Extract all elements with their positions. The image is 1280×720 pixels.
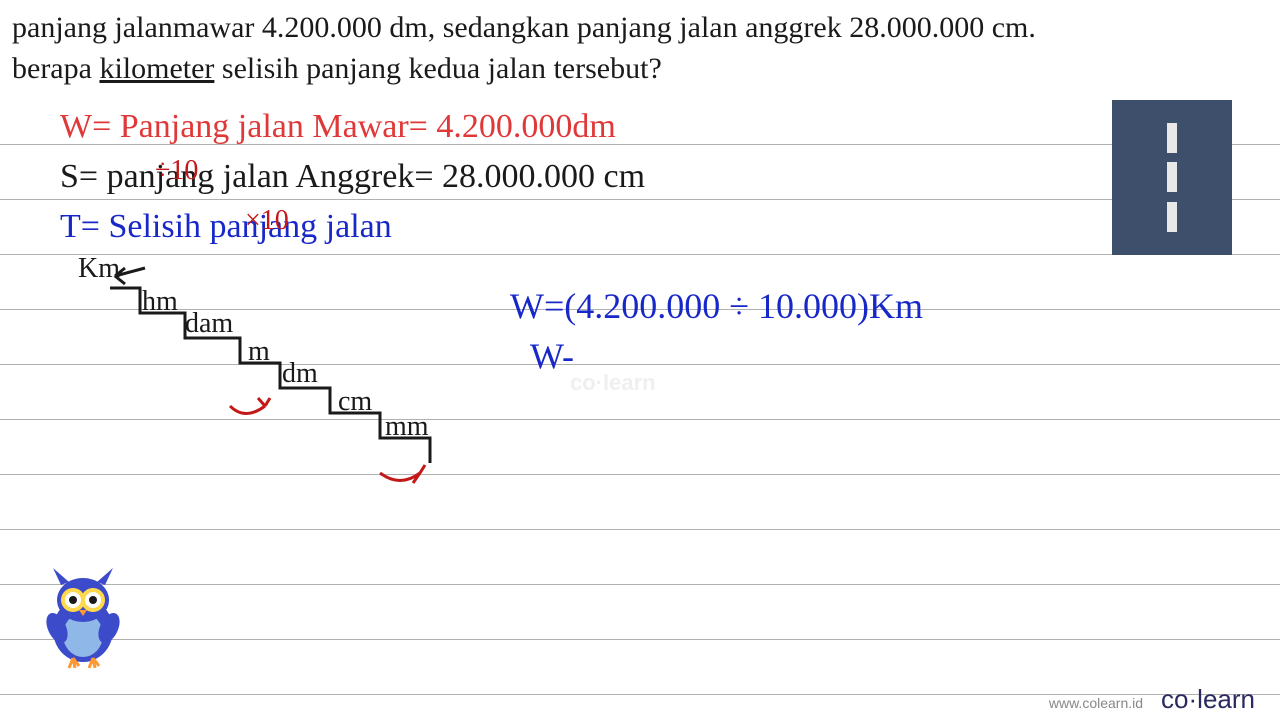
unit-mm: mm [385,411,429,443]
unit-ladder: Km hm dam m dm cm mm [70,258,470,468]
div10-label: ÷10 [155,155,198,187]
equation-w1: W=(4.200.000 ÷ 10.000)Km [510,285,923,327]
unit-km: Km [78,253,120,285]
ladder-svg [70,258,470,498]
watermark-icon: co·learn [570,370,656,396]
mul-arrow-icon [380,465,425,483]
logo-learn: learn [1197,684,1255,714]
hand-line-s: S= panjang jalan Anggrek= 28.000.000 cm [60,158,645,196]
footer-url: www.colearn.id [1049,695,1143,711]
logo-co: co [1161,684,1188,714]
footer: www.colearn.id co·learn [1049,684,1255,715]
footer-logo: co·learn [1161,684,1255,715]
s-label: S= [60,158,107,195]
unit-hm: hm [142,286,178,318]
logo-dot: · [1189,684,1198,714]
question-line2a: berapa [12,52,99,85]
w-eq: = 4.200.000dm [409,108,616,145]
w-text: Panjang jalan Mawar [120,108,409,145]
mul10-label: ×10 [245,205,289,237]
owl-svg [35,560,130,670]
div-arrow-icon [230,398,270,414]
unit-cm: cm [338,386,372,418]
question-underline: kilometer [99,52,214,85]
hand-line-w: W= Panjang jalan Mawar= 4.200.000dm [60,108,616,146]
unit-m: m [248,336,270,368]
question-line2b: selisih panjang kedua jalan tersebut? [214,52,661,85]
road-dash [1167,123,1177,153]
equation-w2: W- [530,335,574,377]
w-label: W= [60,108,120,145]
t-label: T= [60,208,108,245]
question-text: panjang jalanmawar 4.200.000 dm, sedangk… [12,8,1268,89]
owl-mascot-icon [35,560,130,670]
unit-dam: dam [185,308,233,340]
road-icon [1112,100,1232,255]
road-dash [1167,162,1177,192]
unit-dm: dm [282,358,318,390]
road-dash [1167,202,1177,232]
hand-line-t: T= Selisih panjang jalan [60,208,392,246]
question-line1: panjang jalanmawar 4.200.000 dm, sedangk… [12,11,1036,44]
